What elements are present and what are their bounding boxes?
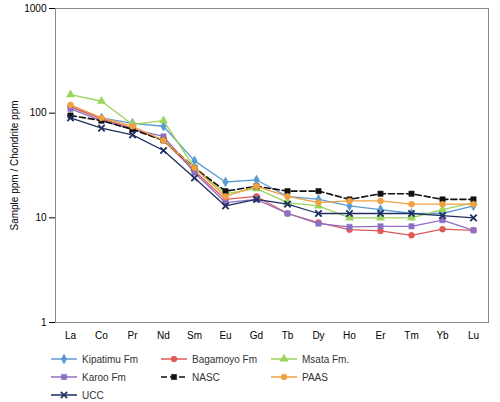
svg-text:Yb: Yb — [436, 330, 449, 341]
html-text:Kipatimu Fm: Kipatimu Fm — [82, 353, 139, 365]
svg-text:Pr: Pr — [128, 330, 139, 341]
svg-text:Nd: Nd — [157, 330, 170, 341]
svg-text:Dy: Dy — [312, 330, 324, 341]
svg-text:Sample ppm / Chondrite ppm: Sample ppm / Chondrite ppm — [9, 100, 20, 230]
svg-text:1000: 1000 — [24, 3, 47, 14]
html-text:Msata Fm.: Msata Fm. — [302, 353, 350, 365]
svg-text:Ho: Ho — [343, 330, 356, 341]
svg-text:1: 1 — [41, 317, 47, 328]
svg-text:Tm: Tm — [404, 330, 418, 341]
html-text:PAAS: PAAS — [302, 371, 328, 383]
svg-text:La: La — [65, 330, 77, 341]
html-text:Karoo Fm: Karoo Fm — [82, 371, 126, 383]
html-text:NASC: NASC — [192, 371, 220, 383]
svg-text:10: 10 — [35, 212, 47, 223]
svg-text:Co: Co — [95, 330, 108, 341]
svg-text:Tb: Tb — [282, 330, 294, 341]
svg-text:Eu: Eu — [219, 330, 231, 341]
svg-text:Gd: Gd — [250, 330, 263, 341]
svg-text:Er: Er — [376, 330, 387, 341]
svg-text:Sm: Sm — [187, 330, 202, 341]
svg-text:100: 100 — [30, 107, 47, 118]
html-text:UCC: UCC — [82, 389, 104, 401]
html-text:Bagamoyo Fm: Bagamoyo Fm — [192, 353, 257, 365]
svg-text:Lu: Lu — [468, 330, 479, 341]
